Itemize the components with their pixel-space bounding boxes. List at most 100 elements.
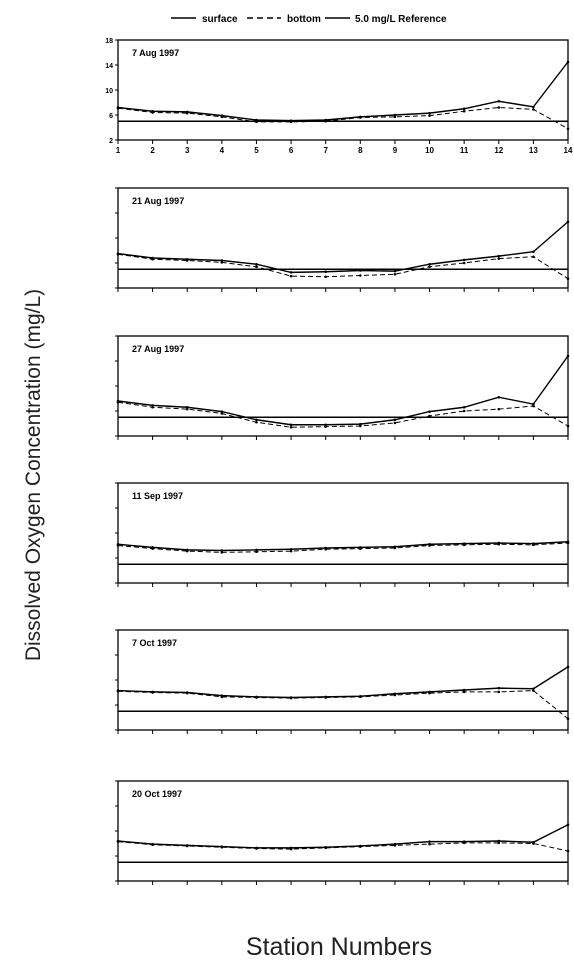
data-point-bottom xyxy=(185,111,189,115)
x-axis-title: Station Numbers xyxy=(246,933,432,961)
series-bottom xyxy=(117,106,569,130)
data-point-bottom xyxy=(359,424,362,428)
data-point-bottom xyxy=(116,400,120,404)
data-point-bottom xyxy=(324,846,327,850)
data-point-surface xyxy=(532,105,535,109)
data-point-bottom xyxy=(116,252,120,256)
panel-frame xyxy=(117,780,569,882)
y-tick-label: 6 xyxy=(109,113,113,120)
series-bottom xyxy=(117,401,569,428)
data-point-bottom xyxy=(497,542,501,546)
data-point-surface xyxy=(255,548,258,552)
data-point-bottom xyxy=(393,421,397,425)
panel-frame xyxy=(117,187,569,289)
data-point-surface xyxy=(497,395,501,399)
data-point-bottom xyxy=(324,425,327,428)
data-point-bottom xyxy=(532,108,535,111)
panel-title: 11 Sep 1997 xyxy=(132,491,183,501)
data-point-bottom xyxy=(289,274,293,278)
x-tick-label: 4 xyxy=(220,146,225,155)
panel-5: 7 Oct 1997 xyxy=(115,629,570,734)
x-tick-label: 5 xyxy=(254,146,259,155)
panel-title: 7 Aug 1997 xyxy=(132,48,179,58)
data-point-surface xyxy=(393,113,397,117)
data-point-bottom xyxy=(462,841,466,845)
data-point-bottom xyxy=(185,407,189,411)
data-point-surface xyxy=(220,549,224,552)
data-point-surface xyxy=(532,250,535,254)
y-tick-label: 18 xyxy=(105,38,113,45)
x-tick-label: 9 xyxy=(393,146,398,155)
data-point-surface xyxy=(151,404,154,407)
data-point-bottom xyxy=(566,127,570,131)
data-point-surface xyxy=(324,423,327,427)
data-point-bottom xyxy=(151,843,154,847)
series-surface xyxy=(117,824,569,849)
data-point-surface xyxy=(220,259,224,262)
data-point-surface xyxy=(566,60,570,64)
data-point-surface xyxy=(532,687,535,691)
data-point-surface xyxy=(462,107,466,111)
data-point-bottom xyxy=(185,691,189,695)
panel-3: 27 Aug 1997 xyxy=(115,335,570,440)
data-point-bottom xyxy=(566,541,570,545)
data-point-bottom xyxy=(359,274,362,277)
series-surface xyxy=(117,221,569,274)
data-point-bottom xyxy=(359,695,362,699)
x-tick-label: 13 xyxy=(529,146,538,155)
data-point-bottom xyxy=(462,261,466,265)
data-point-bottom xyxy=(220,115,224,119)
legend-bottom-label: bottom xyxy=(287,14,321,25)
data-point-bottom xyxy=(393,844,397,847)
data-point-bottom xyxy=(289,425,293,429)
panel-6: 20 Oct 1997 xyxy=(115,780,570,885)
data-point-surface xyxy=(462,405,466,409)
data-point-bottom xyxy=(532,842,535,845)
data-point-surface xyxy=(289,547,293,551)
data-point-surface xyxy=(324,270,327,274)
x-tick-label: 3 xyxy=(185,146,190,155)
data-point-bottom xyxy=(532,255,535,259)
data-point-surface xyxy=(220,410,224,413)
x-tick-label: 1 xyxy=(116,146,121,155)
data-point-bottom xyxy=(462,409,466,413)
x-tick-label: 12 xyxy=(494,146,503,155)
data-point-bottom xyxy=(462,109,466,113)
data-point-bottom xyxy=(220,695,224,699)
series-bottom xyxy=(117,542,569,553)
y-tick-label: 14 xyxy=(105,63,113,70)
panel-title: 20 Oct 1997 xyxy=(132,789,182,799)
data-point-surface xyxy=(566,823,570,827)
data-point-bottom xyxy=(151,257,154,261)
x-tick-label: 10 xyxy=(425,146,434,155)
data-point-bottom xyxy=(220,845,224,849)
data-point-bottom xyxy=(185,549,189,553)
data-point-bottom xyxy=(497,106,501,109)
data-point-surface xyxy=(393,269,397,273)
data-point-bottom xyxy=(532,543,535,547)
data-point-surface xyxy=(428,111,431,115)
data-point-surface xyxy=(359,269,362,272)
data-point-bottom xyxy=(393,546,397,550)
data-point-surface xyxy=(428,262,431,266)
data-point-bottom xyxy=(428,842,431,846)
data-point-bottom xyxy=(497,257,501,260)
data-point-bottom xyxy=(497,841,501,845)
data-point-surface xyxy=(497,686,501,690)
data-point-bottom xyxy=(566,849,570,853)
panel-title: 7 Oct 1997 xyxy=(132,638,177,648)
legend: surface bottom 5.0 mg/L Reference xyxy=(171,14,447,25)
data-point-surface xyxy=(497,254,501,258)
data-point-bottom xyxy=(185,259,189,262)
panel-frame xyxy=(117,335,569,437)
data-point-bottom xyxy=(289,696,293,700)
data-point-surface xyxy=(428,410,431,413)
data-point-bottom xyxy=(532,689,535,692)
data-point-bottom xyxy=(289,120,293,124)
data-point-bottom xyxy=(324,547,327,551)
data-point-bottom xyxy=(289,847,293,851)
data-point-surface xyxy=(185,405,189,409)
data-point-surface xyxy=(393,418,397,422)
